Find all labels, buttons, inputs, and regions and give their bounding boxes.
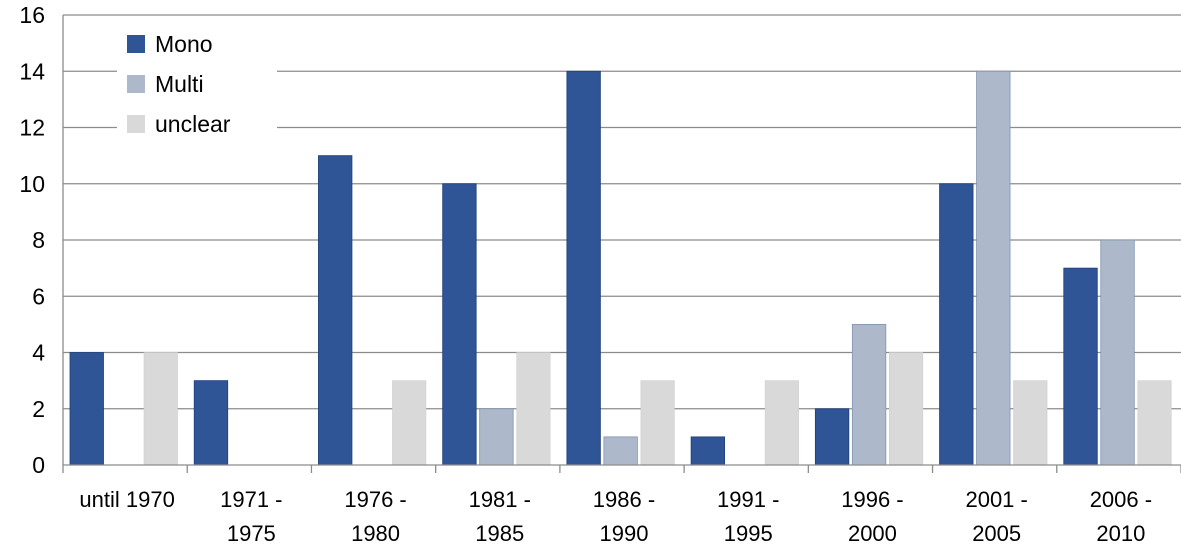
legend-swatch-multi xyxy=(127,75,145,93)
bars xyxy=(69,70,1172,466)
x-category-label-line: 1975 xyxy=(227,521,276,546)
y-tick-label: 8 xyxy=(32,227,45,253)
x-category-label-line: 1971 - xyxy=(220,487,282,512)
x-category-label: 2001 - 2005 xyxy=(965,487,1027,546)
axes xyxy=(62,15,1181,473)
bar-unclear-0 xyxy=(143,352,178,466)
x-category-label-line: 1986 - xyxy=(593,487,655,512)
x-category-label: 1996 - 2000 xyxy=(841,487,903,546)
bar-mono-1 xyxy=(193,380,229,466)
x-category-label: 1981 - 1985 xyxy=(469,487,531,546)
bar-unclear-5 xyxy=(764,380,799,466)
bar-multi-4 xyxy=(603,436,638,466)
bar-unclear-2 xyxy=(392,380,427,466)
bar-mono-2 xyxy=(318,155,353,466)
y-tick-label: 4 xyxy=(32,340,45,366)
legend-swatch-mono xyxy=(127,35,145,53)
y-tick-label: 2 xyxy=(32,396,45,422)
x-category-label-line: 1990 xyxy=(600,521,649,546)
y-tick-label: 0 xyxy=(32,452,45,478)
x-category-label-line: 2006 - xyxy=(1090,487,1152,512)
bar-mono-0 xyxy=(69,352,104,466)
x-category-label-line: 1985 xyxy=(475,521,524,546)
y-tick-label: 16 xyxy=(19,2,45,28)
x-category-label-line: 2005 xyxy=(972,521,1021,546)
bar-multi-7 xyxy=(976,70,1011,466)
bar-unclear-7 xyxy=(1013,380,1048,466)
bar-unclear-4 xyxy=(640,380,675,466)
y-tick-label: 10 xyxy=(19,171,45,197)
x-category-label-line: 1981 - xyxy=(469,487,531,512)
legend-swatch-unclear xyxy=(127,115,145,133)
x-category-label-line: 1980 xyxy=(351,521,400,546)
x-category-label-line: 2001 - xyxy=(965,487,1027,512)
x-category-label: 1986 - 1990 xyxy=(593,487,655,546)
bar-mono-8 xyxy=(1063,267,1098,466)
bar-unclear-3 xyxy=(516,352,551,466)
x-category-label-line: 1991 - xyxy=(717,487,779,512)
x-category-label: 1991 - 1995 xyxy=(717,487,779,546)
x-category-label: 2006 - 2010 xyxy=(1090,487,1152,546)
y-tick-label: 6 xyxy=(32,283,45,309)
x-category-label-line: 2000 xyxy=(848,521,897,546)
bar-mono-6 xyxy=(814,408,850,466)
y-tick-label: 12 xyxy=(19,115,45,141)
bar-multi-8 xyxy=(1100,239,1135,466)
bar-mono-7 xyxy=(939,183,974,466)
legend-label-multi: Multi xyxy=(155,71,204,97)
x-category-label: 1976 - 1980 xyxy=(344,487,406,546)
legend-label-unclear: unclear xyxy=(155,111,231,137)
x-category-label: 1971 - 1975 xyxy=(220,487,282,546)
bar-unclear-6 xyxy=(889,352,924,466)
bar-mono-4 xyxy=(566,70,601,466)
legend-label-mono: Mono xyxy=(155,31,213,57)
bar-mono-3 xyxy=(442,183,477,466)
bar-multi-6 xyxy=(851,323,887,466)
x-category-label-line: 2010 xyxy=(1096,521,1145,546)
bar-multi-3 xyxy=(479,408,514,466)
x-category-label: until 1970 xyxy=(79,487,174,512)
x-category-label-line: until 1970 xyxy=(79,487,174,512)
legend: Mono Multi unclear xyxy=(117,25,277,153)
y-axis-tick-labels: 0 2 4 6 8 10 12 14 16 xyxy=(19,2,45,478)
x-category-label-line: 1996 - xyxy=(841,487,903,512)
x-category-label-line: 1995 xyxy=(724,521,773,546)
bar-unclear-8 xyxy=(1137,380,1172,466)
x-category-label-line: 1976 - xyxy=(344,487,406,512)
bar-mono-5 xyxy=(690,436,726,466)
y-tick-label: 14 xyxy=(19,58,45,84)
x-axis-category-labels: until 1970 1971 - 1975 1976 - 1980 1981 - 1985… xyxy=(79,487,1152,546)
